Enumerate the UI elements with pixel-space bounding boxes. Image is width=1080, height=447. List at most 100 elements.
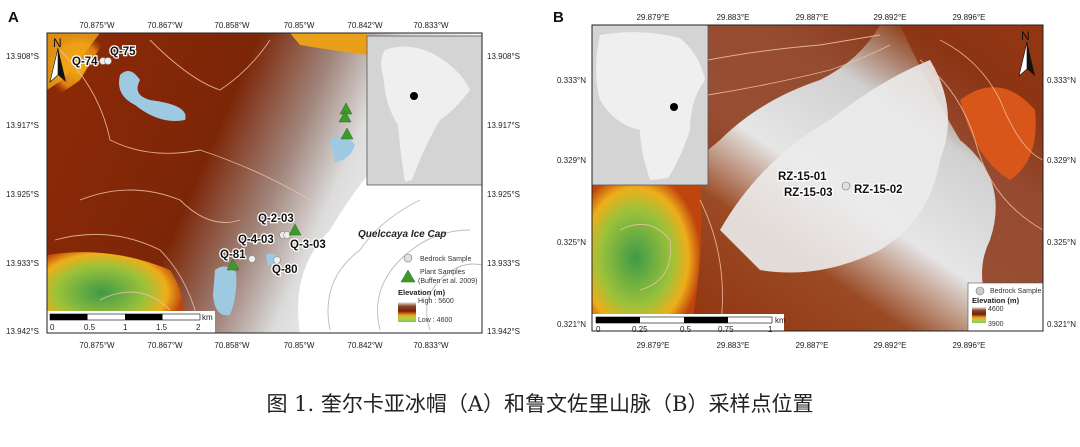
bedrock-sample — [841, 181, 851, 191]
panel-a: A — [6, 9, 520, 350]
sample-label: Q-75 — [110, 46, 136, 58]
lat-tick: 13.942°S — [487, 327, 520, 336]
sample-label: Q-74 — [72, 56, 98, 68]
panel-b: B N RZ-15-01 RZ-15-03 — [553, 9, 1076, 350]
location-marker — [670, 103, 678, 111]
lon-tick: 70.858°W — [214, 341, 250, 350]
lon-tick: 70.842°W — [347, 21, 383, 30]
lat-tick: 13.908°S — [6, 52, 39, 61]
scale-tick: 1.5 — [156, 323, 168, 332]
lon-tick: 29.896°E — [952, 341, 985, 350]
axis-b: 29.879°E 29.883°E 29.887°E 29.892°E 29.8… — [636, 13, 985, 350]
north-label: N — [1021, 29, 1030, 43]
plant-samples — [226, 102, 354, 271]
lat-tick: 13.917°S — [487, 121, 520, 130]
legend-a: Bedrock Sample Plant Samples (Buffen et … — [398, 253, 477, 324]
lon-tick: 70.858°W — [214, 21, 250, 30]
lon-tick: 70.875°W — [79, 341, 115, 350]
north-label: N — [53, 36, 62, 50]
scale-tick: 0 — [50, 323, 55, 332]
legend-bedrock: Bedrock Sample — [420, 256, 471, 263]
legend-low: Low : 4600 — [418, 317, 452, 324]
lat-tick: 13.908°S — [487, 52, 520, 61]
panel-a-label: A — [8, 9, 19, 26]
legend-high: 4600 — [988, 306, 1004, 313]
scale-bar-a: 0 0.5 1 1.5 2 km — [47, 311, 215, 333]
legend-low: 3900 — [988, 321, 1004, 328]
lat-tick: 0.329°N — [1047, 156, 1076, 165]
lon-tick: 29.879°E — [636, 13, 669, 22]
lon-tick: 70.842°W — [347, 341, 383, 350]
lat-tick: 13.933°S — [6, 259, 39, 268]
figure-caption: 图 1. 奎尔卡亚冰帽（A）和鲁文佐里山脉（B）采样点位置 — [266, 392, 814, 416]
lon-tick: 29.883°E — [716, 13, 749, 22]
sample-label: RZ-15-02 — [854, 184, 903, 196]
lon-tick: 70.875°W — [79, 21, 115, 30]
lat-tick: 0.333°N — [1047, 76, 1076, 85]
legend-elevation-title: Elevation (m) — [972, 296, 1020, 305]
bedrock-samples — [99, 57, 291, 264]
sample-label: RZ-15-01 — [778, 171, 827, 183]
lat-axis-b: 0.333°N 0.329°N 0.325°N 0.321°N 0.333°N … — [557, 76, 1076, 329]
lat-tick: 0.325°N — [1047, 238, 1076, 247]
lat-tick: 13.925°S — [487, 190, 520, 199]
lon-tick: 29.892°E — [873, 13, 906, 22]
lon-tick: 70.833°W — [413, 341, 449, 350]
location-marker — [410, 92, 418, 100]
scale-tick: 0 — [596, 325, 601, 334]
legend-elevation-title: Elevation (m) — [398, 288, 446, 297]
elevation-ramp — [398, 302, 416, 322]
scale-unit: km — [775, 316, 786, 325]
scale-tick: 2 — [196, 323, 201, 332]
scale-tick: 0.5 — [680, 325, 692, 334]
lon-tick: 29.892°E — [873, 341, 906, 350]
scale-unit: km — [202, 313, 213, 322]
axis-a: 70.875°W 70.867°W 70.858°W 70.85°W 70.84… — [79, 21, 449, 350]
lat-tick: 0.321°N — [1047, 320, 1076, 329]
legend-bedrock: Bedrock Sample — [990, 288, 1041, 295]
lat-tick: 0.321°N — [557, 320, 586, 329]
north-arrow-icon — [49, 47, 66, 83]
legend-plant-ref: (Buffen et al. 2009) — [418, 278, 477, 285]
scale-tick: 1 — [123, 323, 128, 332]
scale-tick: 0.25 — [632, 325, 648, 334]
lon-tick: 70.867°W — [147, 21, 183, 30]
sample-label: Q-80 — [272, 264, 298, 276]
sample-label: Q-81 — [220, 249, 246, 261]
lon-tick: 70.833°W — [413, 21, 449, 30]
scale-bar-b: 0 0.25 0.5 0.75 1 km — [592, 314, 786, 334]
scale-tick: 0.75 — [718, 325, 734, 334]
lon-tick: 29.883°E — [716, 341, 749, 350]
map-b: N RZ-15-01 RZ-15-03 RZ-15-02 Bedrock Sam… — [591, 24, 1044, 334]
inset-south-america — [366, 35, 483, 186]
lon-tick: 70.867°W — [147, 341, 183, 350]
lon-tick: 29.887°E — [795, 13, 828, 22]
lat-tick: 0.329°N — [557, 156, 586, 165]
elevation-ramp — [972, 307, 986, 323]
legend-plant: Plant Samples — [420, 269, 466, 276]
scale-tick: 1 — [768, 325, 773, 334]
lat-tick: 0.333°N — [557, 76, 586, 85]
lake — [213, 266, 237, 316]
lat-tick: 13.942°S — [6, 327, 39, 336]
sample-label: Q-3-03 — [290, 239, 326, 251]
lake — [330, 136, 355, 162]
lon-tick: 29.896°E — [952, 13, 985, 22]
north-arrow-icon — [1018, 41, 1035, 77]
lat-tick: 13.925°S — [6, 190, 39, 199]
inset-africa — [591, 24, 709, 186]
lon-tick: 29.887°E — [795, 341, 828, 350]
place-label: Quelccaya Ice Cap — [358, 229, 446, 240]
lake — [119, 71, 186, 121]
lat-tick: 13.933°S — [487, 259, 520, 268]
lon-tick: 29.879°E — [636, 341, 669, 350]
sample-label: Q-2-03 — [258, 213, 294, 225]
legend-high: High : 5600 — [418, 298, 454, 305]
legend-b: Bedrock Sample Elevation (m) 4600 3900 — [967, 282, 1044, 332]
lon-tick: 70.85°W — [284, 341, 315, 350]
lat-tick: 13.917°S — [6, 121, 39, 130]
lon-tick: 70.85°W — [284, 21, 315, 30]
scale-tick: 0.5 — [84, 323, 96, 332]
map-a: N Q-74 Q-75 Q-2-03 Q-4-03 Q-3-03 Q-81 Q-… — [46, 32, 483, 334]
